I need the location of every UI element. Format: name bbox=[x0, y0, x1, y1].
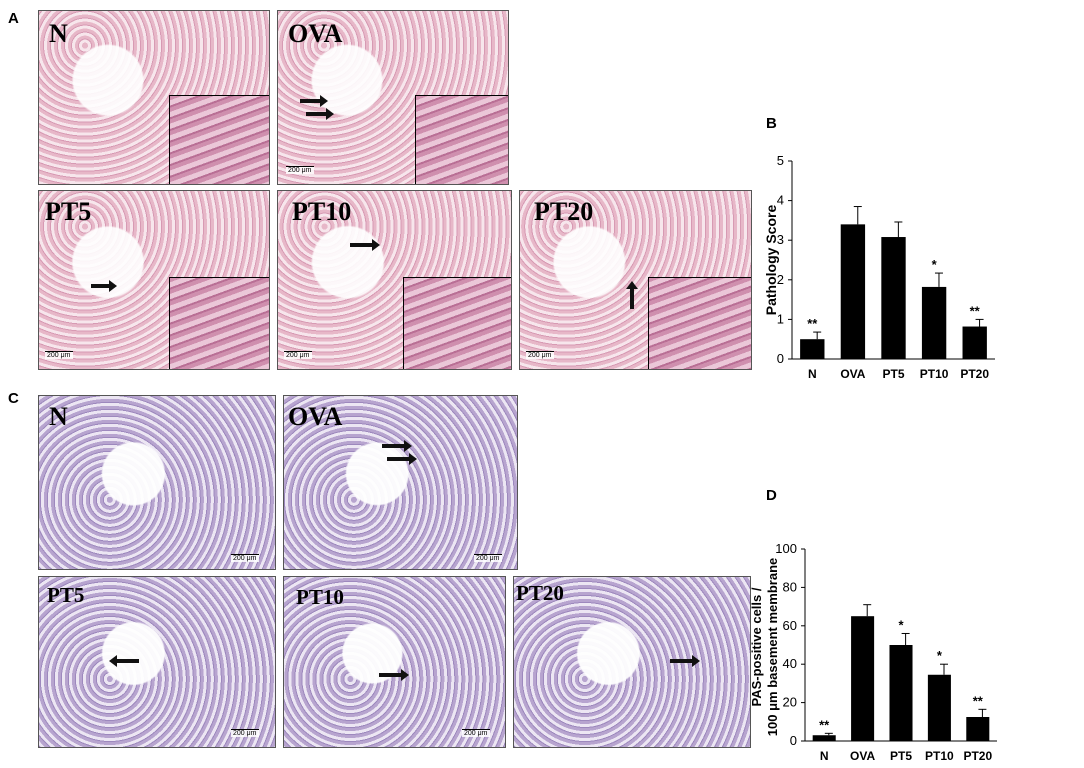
significance-marker: ** bbox=[807, 316, 818, 331]
significance-marker: * bbox=[898, 617, 904, 632]
pas-micrograph-pt20: PT20 bbox=[513, 576, 751, 748]
micrograph-label: N bbox=[49, 19, 68, 48]
scale-bar: 200 μm bbox=[231, 554, 259, 562]
y-tick-label: 80 bbox=[783, 579, 797, 594]
panel-letter-d: D bbox=[766, 487, 777, 504]
magnified-inset bbox=[415, 95, 508, 184]
micrograph-label: PT20 bbox=[516, 581, 564, 605]
bar-ova bbox=[851, 616, 875, 741]
magnified-inset bbox=[648, 277, 751, 369]
micrograph-label: OVA bbox=[288, 402, 343, 431]
y-axis-label-line2: 100 μm basement membrane bbox=[765, 558, 780, 736]
micrograph-label: PT10 bbox=[292, 197, 352, 226]
y-tick-label: 0 bbox=[790, 733, 797, 748]
bar-pt20 bbox=[962, 326, 987, 359]
x-tick-label: PT20 bbox=[963, 749, 992, 763]
y-axis-label-line1: PAS-positive cells / bbox=[749, 587, 764, 706]
pas-micrograph-ova: OVA 200 μm bbox=[283, 395, 518, 570]
pas-micrograph-n: N 200 μm bbox=[38, 395, 276, 570]
x-tick-label: OVA bbox=[840, 367, 865, 381]
y-tick-label: 0 bbox=[777, 351, 784, 366]
x-tick-label: PT5 bbox=[882, 367, 904, 381]
y-tick-label: 2 bbox=[777, 272, 784, 287]
bar-n bbox=[812, 735, 836, 741]
micrograph-label: PT5 bbox=[45, 197, 92, 226]
panel-letter-c: C bbox=[8, 390, 19, 407]
pas-micrograph-pt10: PT10 200 μm bbox=[283, 576, 506, 748]
scale-bar: 200 μm bbox=[526, 351, 554, 359]
significance-marker: ** bbox=[973, 693, 984, 708]
arrow-icon bbox=[382, 440, 412, 452]
pas-micrograph-pt5: PT5 200 μm bbox=[38, 576, 276, 748]
y-tick-label: 5 bbox=[777, 153, 784, 168]
scale-bar: 200 μm bbox=[286, 166, 314, 174]
significance-marker: ** bbox=[819, 717, 830, 732]
x-tick-label: PT10 bbox=[920, 367, 949, 381]
magnified-inset bbox=[403, 277, 511, 369]
x-tick-label: N bbox=[820, 749, 829, 763]
arrow-icon bbox=[91, 280, 117, 292]
magnified-inset bbox=[169, 277, 269, 369]
bar-ova bbox=[840, 224, 866, 359]
y-tick-label: 100 bbox=[775, 541, 797, 556]
significance-marker: * bbox=[932, 257, 938, 272]
micrograph-label: PT20 bbox=[534, 197, 594, 226]
he-micrograph-pt10: PT10 200 μm bbox=[277, 190, 512, 370]
pas-positive-cells-chart: 0 20 40 60 80 100 ** N OVA * PT5 * PT10 ** PT20 PAS-pos… bbox=[749, 541, 997, 763]
bar-pt10 bbox=[921, 286, 947, 359]
bar-pt5 bbox=[889, 645, 913, 741]
x-tick-label: OVA bbox=[850, 749, 875, 763]
scale-bar: 200 μm bbox=[284, 351, 312, 359]
y-tick-label: 20 bbox=[783, 695, 797, 710]
y-tick-label: 1 bbox=[777, 311, 784, 326]
x-tick-label: PT5 bbox=[890, 749, 912, 763]
x-tick-label: PT10 bbox=[925, 749, 954, 763]
arrow-icon bbox=[109, 655, 139, 667]
he-micrograph-n: N bbox=[38, 10, 270, 185]
scale-bar: 200 μm bbox=[231, 729, 259, 737]
micrograph-label: N bbox=[49, 402, 68, 431]
bar-pt10 bbox=[927, 674, 951, 741]
significance-marker: ** bbox=[970, 303, 981, 318]
y-tick-label: 40 bbox=[783, 656, 797, 671]
arrow-icon bbox=[300, 95, 328, 107]
panel-letter-a: A bbox=[8, 10, 19, 27]
arrow-icon bbox=[670, 655, 700, 667]
panel-letter-b: B bbox=[766, 115, 777, 132]
micrograph-label: OVA bbox=[288, 19, 343, 48]
arrow-icon bbox=[306, 108, 334, 120]
arrow-icon bbox=[350, 239, 380, 251]
y-axis-label: Pathology Score bbox=[763, 205, 779, 316]
x-tick-label: PT20 bbox=[960, 367, 989, 381]
y-tick-label: 60 bbox=[783, 618, 797, 633]
bar-pt20 bbox=[966, 717, 990, 741]
scale-bar: 200 μm bbox=[462, 729, 490, 737]
he-micrograph-pt20: PT20 200 μm bbox=[519, 190, 752, 370]
pathology-score-chart: 0 1 2 3 4 5 ** N OVA PT5 * PT10 ** PT20 Pathology Scor… bbox=[763, 153, 995, 381]
scale-bar: 200 μm bbox=[474, 554, 502, 562]
micrograph-label: PT5 bbox=[47, 583, 85, 607]
magnified-inset bbox=[169, 95, 269, 184]
arrow-icon bbox=[626, 281, 638, 309]
scale-bar: 200 μm bbox=[45, 351, 73, 359]
arrow-icon bbox=[387, 453, 417, 465]
he-micrograph-ova: OVA 200 μm bbox=[277, 10, 509, 185]
significance-marker: * bbox=[937, 648, 943, 663]
y-tick-label: 4 bbox=[777, 193, 784, 208]
bar-pt5 bbox=[881, 237, 906, 359]
bar-n bbox=[800, 339, 825, 359]
he-micrograph-pt5: PT5 200 μm bbox=[38, 190, 270, 370]
y-tick-label: 3 bbox=[777, 232, 784, 247]
micrograph-label: PT10 bbox=[296, 585, 344, 609]
x-tick-label: N bbox=[808, 367, 817, 381]
arrow-icon bbox=[379, 669, 409, 681]
